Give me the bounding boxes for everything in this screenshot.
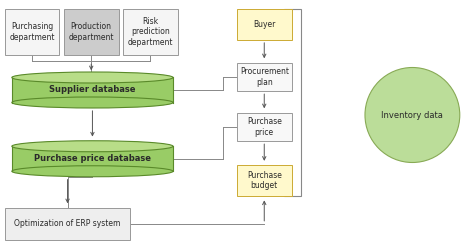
Text: Optimization of ERP system: Optimization of ERP system — [14, 219, 121, 228]
Text: Supplier database: Supplier database — [49, 86, 136, 94]
FancyBboxPatch shape — [64, 9, 118, 55]
Text: Purchase
budget: Purchase budget — [247, 171, 282, 190]
Ellipse shape — [12, 166, 173, 177]
Text: Buyer: Buyer — [253, 20, 275, 29]
Text: Production
department: Production department — [69, 22, 114, 42]
Text: Inventory data: Inventory data — [382, 110, 443, 120]
FancyBboxPatch shape — [123, 9, 178, 55]
Text: Purchase
price: Purchase price — [247, 117, 282, 137]
Text: Purchasing
department: Purchasing department — [9, 22, 55, 42]
Text: Procurement
plan: Procurement plan — [240, 67, 289, 86]
FancyBboxPatch shape — [5, 9, 59, 55]
FancyBboxPatch shape — [237, 112, 292, 141]
FancyBboxPatch shape — [237, 62, 292, 91]
FancyBboxPatch shape — [237, 9, 292, 40]
Ellipse shape — [365, 68, 460, 162]
FancyBboxPatch shape — [5, 208, 130, 240]
Text: Purchase price database: Purchase price database — [34, 154, 151, 163]
Ellipse shape — [12, 141, 173, 152]
Ellipse shape — [12, 97, 173, 108]
Ellipse shape — [12, 72, 173, 83]
FancyBboxPatch shape — [12, 78, 173, 102]
FancyBboxPatch shape — [237, 165, 292, 196]
FancyBboxPatch shape — [12, 146, 173, 171]
Text: Risk
prediction
department: Risk prediction department — [128, 17, 173, 47]
